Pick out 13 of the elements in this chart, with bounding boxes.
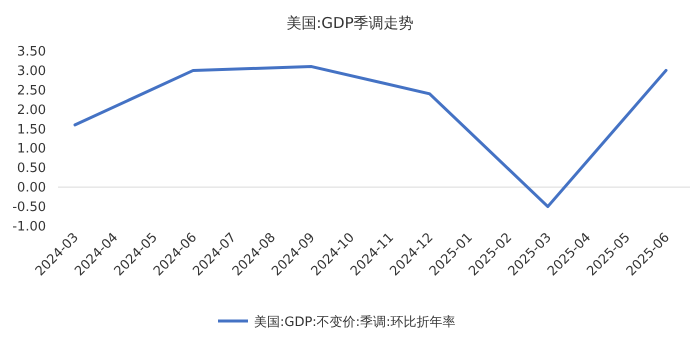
y-tick-label: 2.00	[17, 102, 46, 118]
y-tick-label: -1.00	[12, 220, 46, 234]
legend-label: 美国:GDP:不变价:季调:环比折年率	[254, 314, 456, 330]
y-tick-label: 1.00	[17, 142, 46, 157]
y-tick-label: 3.50	[17, 44, 46, 60]
y-tick-label: 1.50	[17, 122, 46, 138]
chart-title: 美国:GDP季调走势	[286, 14, 414, 32]
y-tick-label: 2.50	[17, 83, 46, 98]
line-series	[74, 65, 668, 208]
y-tick-label: 0.50	[17, 161, 46, 176]
y-tick-label: -0.50	[12, 200, 46, 216]
y-tick-label: 0.00	[17, 180, 46, 196]
y-tick-label: 3.00	[17, 64, 46, 79]
